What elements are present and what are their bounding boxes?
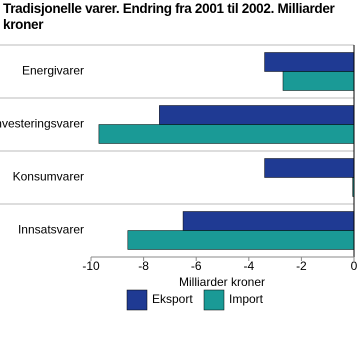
x-tick-label: -8 [138,259,149,273]
category-label: Energivarer [22,64,84,78]
x-tick-label: -2 [296,259,307,273]
legend-label: Eksport [152,292,193,306]
x-tick-label: 0 [351,259,358,273]
chart-title: Tradisjonelle varer. Endring fra 2001 ti… [3,1,335,32]
bar [182,211,355,231]
bar [282,71,355,91]
legend-swatch [126,289,148,311]
category-label: Investeringsvarer [0,117,84,131]
category-label: Konsumvarer [13,170,84,184]
x-tick-label: -10 [82,259,100,273]
x-tick-label: -6 [191,259,202,273]
bar [127,230,355,250]
bar [98,124,355,144]
x-axis-label: Milliarder kroner [179,275,265,289]
category-label: Innsatsvarer [18,223,84,237]
bar [264,158,355,178]
legend-swatch [203,289,225,311]
bar [264,52,355,72]
legend-label: Import [229,292,264,306]
x-tick-label: -4 [243,259,254,273]
bar [159,105,355,125]
